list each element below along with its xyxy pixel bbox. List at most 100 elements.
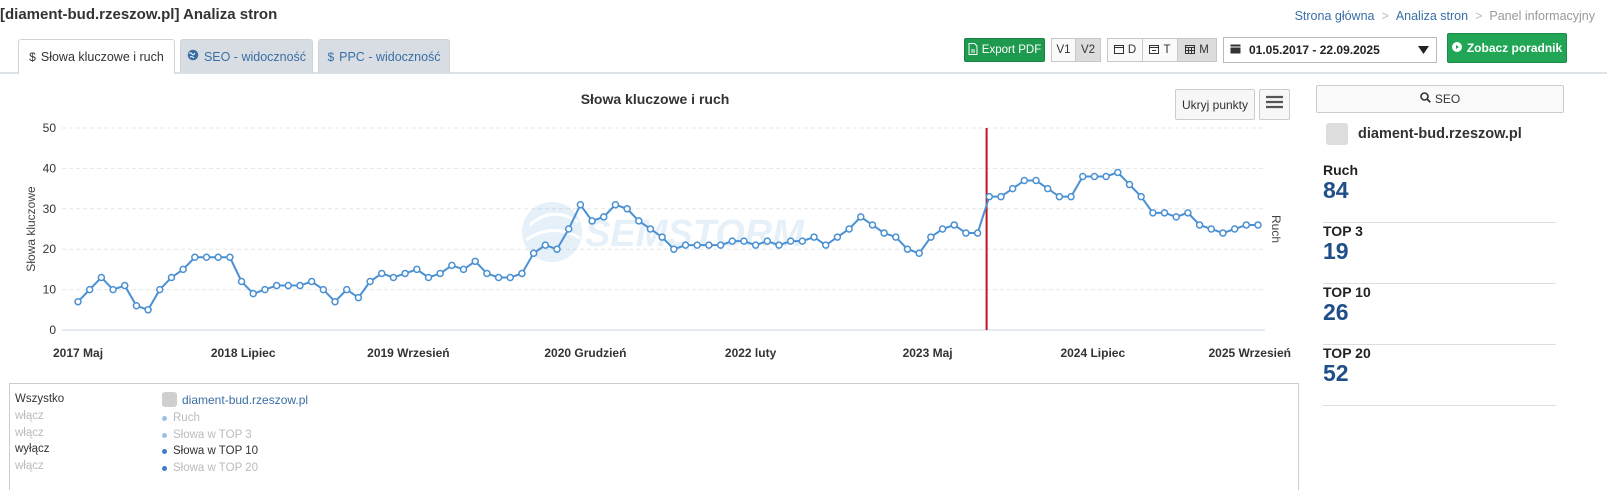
data-point[interactable]: [1195, 221, 1204, 229]
data-point[interactable]: [471, 257, 479, 266]
data-point[interactable]: [1102, 172, 1110, 181]
data-point[interactable]: [576, 201, 585, 209]
data-point[interactable]: [740, 237, 748, 245]
data-point[interactable]: [1160, 209, 1169, 217]
data-point[interactable]: [226, 253, 234, 262]
data-point[interactable]: [1008, 184, 1017, 193]
data-point[interactable]: [635, 217, 643, 225]
data-point[interactable]: [167, 273, 176, 282]
data-point[interactable]: [1149, 209, 1157, 217]
tab-seo-visibility[interactable]: SEO - widoczność: [180, 39, 313, 73]
tab-ppc-visibility[interactable]: $ PPC - widoczność: [318, 39, 450, 73]
data-point[interactable]: [1090, 172, 1099, 181]
data-point[interactable]: [1067, 192, 1075, 201]
data-point[interactable]: [564, 225, 573, 233]
data-point[interactable]: [751, 241, 760, 249]
hide-points-button[interactable]: Ukryj punkty: [1175, 89, 1255, 120]
data-point[interactable]: [681, 241, 690, 249]
data-point[interactable]: [611, 201, 620, 209]
legend-toggle-traffic[interactable]: włącz: [15, 410, 44, 422]
data-point[interactable]: [1137, 192, 1145, 201]
data-point[interactable]: [1055, 192, 1064, 201]
data-point[interactable]: [1032, 176, 1040, 185]
data-point[interactable]: [868, 221, 877, 229]
data-point[interactable]: [705, 241, 713, 249]
data-point[interactable]: [1172, 213, 1180, 221]
data-point[interactable]: [541, 241, 550, 249]
data-point[interactable]: [693, 241, 701, 249]
data-point[interactable]: [985, 192, 994, 201]
data-point[interactable]: [997, 192, 1005, 201]
data-point[interactable]: [775, 241, 783, 249]
data-point[interactable]: [938, 225, 947, 233]
export-pdf-button[interactable]: Export PDF: [964, 38, 1045, 62]
data-point[interactable]: [728, 237, 737, 245]
data-point[interactable]: [214, 253, 222, 262]
data-point[interactable]: [191, 253, 199, 262]
data-point[interactable]: [962, 229, 970, 237]
version-v2-button[interactable]: V2: [1075, 38, 1101, 62]
data-point[interactable]: [670, 245, 678, 253]
data-point[interactable]: [331, 297, 339, 306]
data-point[interactable]: [786, 237, 795, 245]
guide-button[interactable]: Zobacz poradnik: [1447, 33, 1567, 63]
data-point[interactable]: [1079, 172, 1087, 181]
data-point[interactable]: [529, 249, 538, 257]
data-point[interactable]: [1043, 184, 1052, 193]
data-point[interactable]: [1242, 221, 1251, 229]
data-point[interactable]: [623, 205, 631, 213]
data-point[interactable]: [284, 281, 293, 290]
legend-item-top3[interactable]: Słowa w TOP 3: [162, 429, 252, 441]
data-point[interactable]: [378, 269, 386, 278]
data-point[interactable]: [319, 285, 328, 294]
data-point[interactable]: [950, 221, 958, 229]
data-point[interactable]: [518, 269, 526, 278]
seo-button[interactable]: SEO: [1316, 85, 1564, 113]
data-point[interactable]: [436, 269, 444, 278]
data-point[interactable]: [74, 297, 82, 306]
data-point[interactable]: [1114, 168, 1122, 177]
data-point[interactable]: [413, 265, 421, 274]
data-point[interactable]: [658, 233, 666, 241]
data-point[interactable]: [97, 273, 106, 282]
data-point[interactable]: [272, 281, 281, 290]
data-point[interactable]: [588, 217, 596, 225]
data-point[interactable]: [307, 277, 316, 286]
date-range-select[interactable]: 01.05.2017 - 22.09.2025: [1223, 37, 1437, 63]
data-point[interactable]: [1254, 221, 1262, 229]
data-point[interactable]: [927, 233, 935, 241]
data-point[interactable]: [483, 269, 491, 278]
legend-item-traffic[interactable]: Ruch: [162, 412, 200, 424]
data-point[interactable]: [389, 273, 398, 282]
data-point[interactable]: [202, 253, 211, 262]
period-day-button[interactable]: D: [1107, 38, 1143, 62]
legend-toggle-top20[interactable]: włącz: [15, 460, 44, 472]
data-point[interactable]: [179, 265, 187, 274]
data-point[interactable]: [845, 225, 853, 233]
breadcrumb-analysis[interactable]: Analiza stron: [1395, 9, 1469, 23]
data-point[interactable]: [1125, 180, 1134, 189]
data-point[interactable]: [366, 277, 374, 286]
data-point[interactable]: [1219, 229, 1227, 237]
data-point[interactable]: [85, 285, 94, 294]
data-point[interactable]: [249, 289, 257, 298]
data-point[interactable]: [1207, 225, 1216, 233]
chart-menu-button[interactable]: [1259, 89, 1290, 120]
legend-item-top10[interactable]: Słowa w TOP 10: [162, 445, 258, 457]
data-point[interactable]: [915, 249, 923, 257]
data-point[interactable]: [1184, 209, 1192, 217]
data-point[interactable]: [716, 241, 725, 249]
data-point[interactable]: [354, 293, 363, 302]
data-point[interactable]: [892, 233, 900, 241]
tab-keywords-traffic[interactable]: $ Słowa kluczowe i ruch: [18, 39, 175, 74]
breadcrumb-home[interactable]: Strona główna: [1294, 9, 1375, 23]
legend-toggle-top3[interactable]: włącz: [15, 427, 44, 439]
data-point[interactable]: [810, 233, 818, 241]
period-week-button[interactable]: T: [1142, 38, 1178, 62]
data-point[interactable]: [857, 213, 865, 221]
data-point[interactable]: [109, 285, 117, 294]
data-point[interactable]: [763, 237, 772, 245]
data-point[interactable]: [261, 285, 269, 294]
data-point[interactable]: [903, 245, 912, 253]
data-point[interactable]: [144, 306, 152, 314]
